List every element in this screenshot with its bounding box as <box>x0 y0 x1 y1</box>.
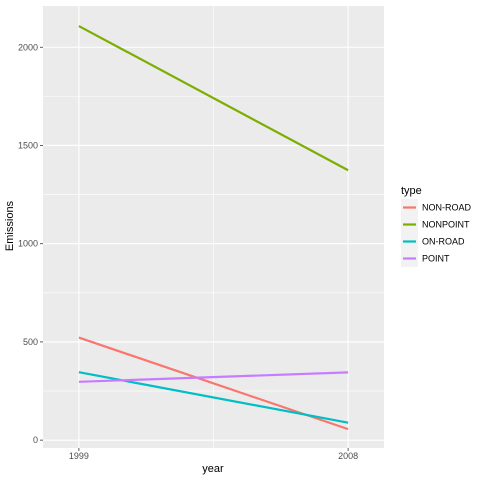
series-lines <box>78 25 349 431</box>
series-line-nonpoint <box>78 25 349 172</box>
y-tick-label: 1500 <box>18 140 38 150</box>
major-gridlines <box>43 6 384 448</box>
minor-gridlines <box>43 6 384 448</box>
y-axis-ticks: 0 500 1000 1500 2000 <box>18 42 43 445</box>
y-tick-label: 1000 <box>18 239 38 249</box>
x-tick-label: 2008 <box>338 451 358 461</box>
legend-label-on-road: ON-ROAD <box>422 237 465 247</box>
legend-label-non-road: NON-ROAD <box>422 203 471 213</box>
x-tick-label: 1999 <box>69 451 89 461</box>
series-line-point <box>78 371 349 383</box>
y-tick-label: 0 <box>33 435 38 445</box>
x-axis-title: year <box>202 463 224 475</box>
y-axis-title: Emissions <box>4 200 16 251</box>
legend-label-nonpoint: NONPOINT <box>422 220 470 230</box>
legend: type NON-ROAD NONPOINT ON-ROAD POINT <box>401 185 471 267</box>
legend-title: type <box>401 185 422 197</box>
y-tick-label: 500 <box>23 337 38 347</box>
legend-label-point: POINT <box>422 254 450 264</box>
x-axis-ticks: 1999 2008 <box>69 448 358 461</box>
y-tick-label: 2000 <box>18 42 38 52</box>
